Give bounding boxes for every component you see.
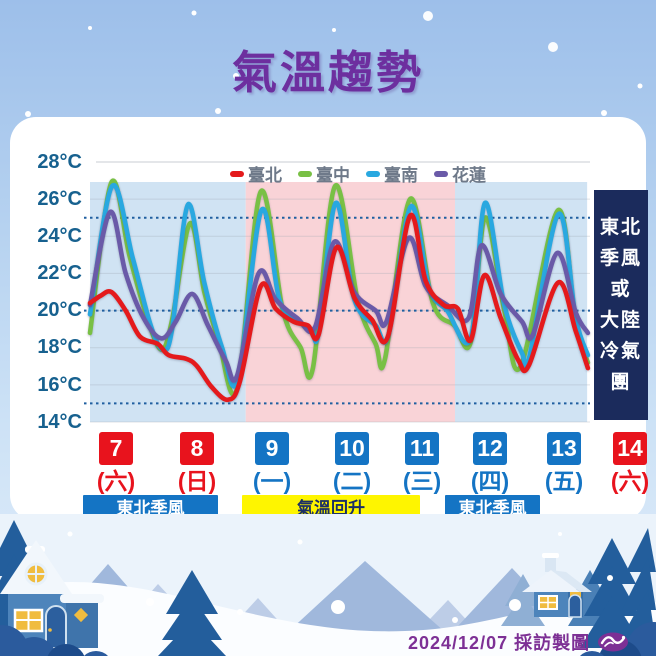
y-tick-label: 16°C (37, 373, 82, 396)
legend-item: 臺南 (366, 161, 418, 186)
temperature-chart (84, 161, 591, 423)
y-tick-label: 28°C (37, 151, 82, 173)
legend-swatch (366, 170, 380, 177)
day-number: 10 (335, 432, 369, 465)
day-weekday: (四) (470, 468, 510, 494)
credit-text: 2024/12/07 採訪製圖 (408, 633, 591, 653)
day-weekday: (六) (96, 468, 136, 494)
chart-legend: 臺北 臺中 臺南 花蓮 (230, 161, 486, 186)
y-tick-label: 24°C (37, 225, 82, 248)
day-number: 9 (255, 432, 289, 465)
legend-label: 臺北 (248, 166, 282, 185)
day-weekday: (一) (252, 468, 292, 494)
house-left (0, 540, 104, 649)
day-weekday: (二) (332, 468, 372, 494)
day-number: 11 (405, 432, 439, 465)
day-number: 14 (613, 432, 647, 465)
y-tick-label: 20°C (37, 299, 82, 322)
page-title: 氣溫趨勢 (231, 47, 424, 98)
house-right (522, 553, 592, 618)
side-note-line: 東北 (599, 217, 642, 238)
side-note-line: 團 (610, 372, 632, 393)
legend-swatch (298, 170, 312, 177)
day-weekday: (日) (177, 468, 217, 494)
snow-dots (67, 531, 613, 623)
legend-swatch (434, 170, 448, 177)
day-number: 12 (473, 432, 507, 465)
legend-label: 臺南 (384, 166, 418, 185)
legend-item: 臺北 (230, 161, 282, 186)
side-note-line: 冷氣 (599, 341, 642, 362)
day-weekday: (五) (544, 468, 584, 494)
y-tick-label: 14°C (37, 410, 82, 433)
day-weekday: (六) (610, 468, 650, 494)
credit: 2024/12/07 採訪製圖 (408, 630, 629, 654)
legend-item: 臺中 (298, 161, 350, 186)
series-line-花蓮 (87, 209, 591, 383)
period-bar: 東北季風 (83, 495, 218, 518)
series-line-臺北 (87, 212, 591, 403)
bushes (0, 622, 656, 656)
day-number: 13 (547, 432, 581, 465)
side-note-line: 季風 (599, 248, 642, 269)
day-number: 8 (180, 432, 214, 465)
side-note-line: 大陸 (599, 310, 642, 331)
side-note-box: 東北季風或大陸冷氣團 (594, 190, 648, 420)
period-bar: 東北季風 (445, 495, 540, 518)
winter-scene (0, 514, 656, 656)
legend-label: 臺中 (316, 166, 350, 185)
legend-label: 花蓮 (452, 166, 486, 185)
day-weekday: (三) (402, 468, 442, 494)
day-number: 7 (99, 432, 133, 465)
legend-swatch (230, 170, 244, 177)
y-tick-label: 26°C (37, 188, 82, 211)
side-note-line: 或 (610, 279, 632, 300)
period-bar: 氣溫回升 (242, 495, 420, 518)
y-tick-label: 18°C (37, 336, 82, 359)
y-axis: 28°C 26°C 24°C 22°C 20°C 18°C 16°C 14°C (24, 150, 82, 447)
y-tick-label: 22°C (37, 262, 82, 285)
legend-item: 花蓮 (434, 161, 486, 186)
cwa-logo-icon (598, 632, 629, 652)
